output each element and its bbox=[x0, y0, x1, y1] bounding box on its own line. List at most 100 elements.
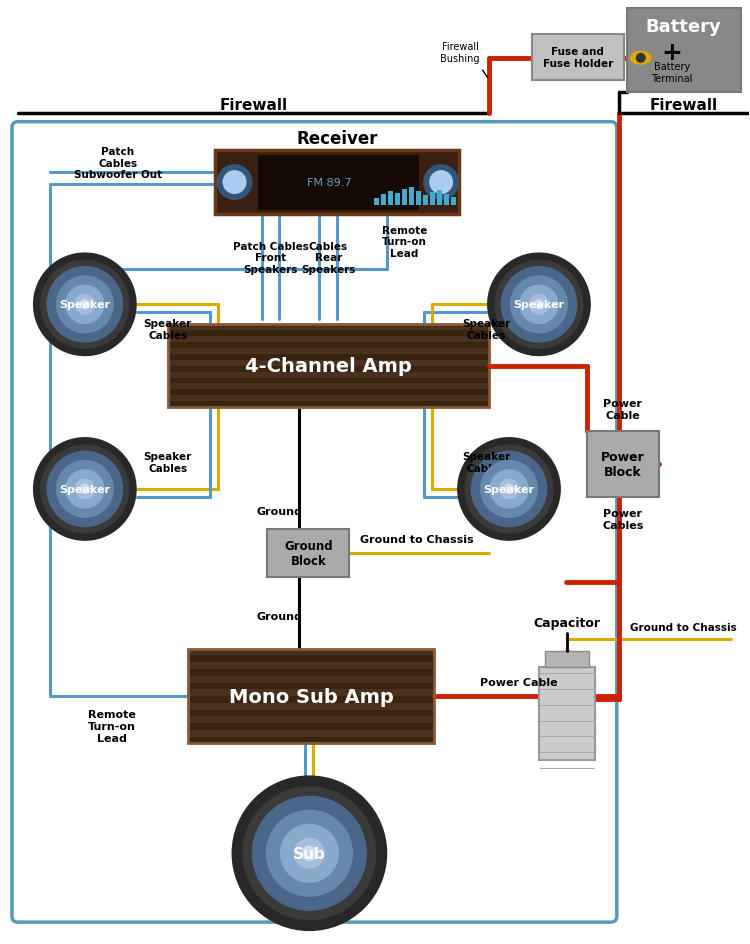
Text: FM 89.7: FM 89.7 bbox=[307, 177, 352, 188]
Text: Power Cable: Power Cable bbox=[480, 678, 558, 687]
Circle shape bbox=[504, 484, 515, 495]
Text: Battery: Battery bbox=[646, 18, 722, 36]
Bar bbox=[188, 710, 434, 716]
Circle shape bbox=[457, 438, 561, 541]
Bar bbox=[168, 343, 489, 348]
Circle shape bbox=[217, 165, 253, 201]
Bar bbox=[214, 150, 459, 215]
Bar bbox=[188, 737, 434, 744]
Circle shape bbox=[500, 266, 578, 344]
Text: Power
Cables: Power Cables bbox=[602, 509, 644, 531]
Bar bbox=[168, 390, 489, 396]
Text: Remote
Turn-on
Lead: Remote Turn-on Lead bbox=[382, 226, 427, 259]
Circle shape bbox=[494, 261, 584, 349]
Circle shape bbox=[242, 786, 376, 920]
Text: Firewall: Firewall bbox=[650, 98, 718, 113]
Bar bbox=[416, 192, 422, 205]
Circle shape bbox=[46, 266, 123, 344]
Circle shape bbox=[56, 276, 114, 334]
Bar bbox=[374, 198, 380, 205]
Bar bbox=[444, 194, 449, 205]
Bar bbox=[423, 195, 428, 205]
Text: Speaker
Cables: Speaker Cables bbox=[462, 452, 510, 473]
Circle shape bbox=[470, 451, 548, 528]
Bar bbox=[168, 402, 489, 408]
Text: Patch Cables
Front
Speakers: Patch Cables Front Speakers bbox=[232, 242, 308, 275]
Text: Cables
Rear
Speakers: Cables Rear Speakers bbox=[302, 242, 355, 275]
Circle shape bbox=[280, 824, 339, 883]
Text: 4-Channel Amp: 4-Channel Amp bbox=[245, 357, 412, 376]
Text: Speaker
Cables: Speaker Cables bbox=[462, 319, 510, 341]
Circle shape bbox=[252, 796, 367, 911]
Bar bbox=[586, 431, 658, 497]
Bar bbox=[452, 197, 456, 205]
Bar bbox=[168, 325, 489, 408]
Circle shape bbox=[65, 470, 104, 509]
Bar bbox=[410, 187, 414, 205]
Circle shape bbox=[302, 846, 317, 861]
Circle shape bbox=[519, 285, 559, 325]
Bar bbox=[168, 337, 489, 343]
Text: Speaker: Speaker bbox=[514, 300, 565, 310]
Circle shape bbox=[56, 461, 114, 518]
Bar bbox=[188, 649, 434, 656]
Bar bbox=[402, 190, 407, 205]
Text: Battery
Terminal: Battery Terminal bbox=[651, 62, 692, 83]
Bar bbox=[168, 330, 489, 337]
Circle shape bbox=[464, 445, 554, 534]
Text: Patch
Cables
Subwoofer Out: Patch Cables Subwoofer Out bbox=[74, 147, 162, 180]
Circle shape bbox=[232, 776, 387, 931]
Text: Ground
Block: Ground Block bbox=[284, 539, 333, 567]
Circle shape bbox=[65, 285, 104, 325]
Circle shape bbox=[480, 461, 538, 518]
Bar bbox=[188, 730, 434, 737]
Text: Firewall
Bushing: Firewall Bushing bbox=[440, 42, 479, 63]
Bar bbox=[437, 191, 442, 205]
Bar bbox=[532, 35, 624, 80]
Circle shape bbox=[499, 479, 520, 499]
Bar bbox=[188, 649, 434, 744]
Bar bbox=[168, 372, 489, 379]
Text: Mono Sub Amp: Mono Sub Amp bbox=[229, 687, 393, 706]
Ellipse shape bbox=[630, 52, 652, 66]
Circle shape bbox=[80, 484, 90, 495]
Text: Power
Block: Power Block bbox=[601, 450, 645, 479]
Circle shape bbox=[489, 470, 529, 509]
Bar bbox=[168, 361, 489, 366]
Bar bbox=[188, 676, 434, 683]
Bar bbox=[168, 396, 489, 402]
Bar bbox=[168, 348, 489, 355]
Text: Ground to Chassis: Ground to Chassis bbox=[630, 622, 737, 632]
Circle shape bbox=[423, 165, 459, 201]
Text: Speaker
Cables: Speaker Cables bbox=[143, 319, 192, 341]
Bar bbox=[188, 669, 434, 676]
Bar bbox=[188, 723, 434, 730]
Text: Speaker: Speaker bbox=[59, 300, 110, 310]
Bar bbox=[430, 193, 435, 205]
Bar bbox=[188, 656, 434, 663]
Bar bbox=[395, 194, 400, 205]
Bar bbox=[168, 355, 489, 361]
Circle shape bbox=[294, 838, 325, 868]
Bar bbox=[168, 384, 489, 390]
Bar bbox=[388, 192, 393, 205]
Bar bbox=[268, 530, 350, 577]
Text: Speaker: Speaker bbox=[59, 484, 110, 495]
Circle shape bbox=[33, 253, 136, 357]
Bar bbox=[259, 156, 419, 211]
Text: Receiver: Receiver bbox=[296, 129, 377, 147]
Circle shape bbox=[223, 171, 247, 194]
Bar bbox=[188, 689, 434, 697]
Circle shape bbox=[40, 445, 130, 534]
Circle shape bbox=[33, 438, 136, 541]
Text: Fuse and
Fuse Holder: Fuse and Fuse Holder bbox=[543, 47, 613, 69]
Bar bbox=[168, 379, 489, 384]
Circle shape bbox=[74, 295, 95, 315]
Circle shape bbox=[80, 300, 90, 311]
Bar bbox=[188, 716, 434, 723]
Text: Ground: Ground bbox=[256, 611, 302, 621]
Bar bbox=[168, 325, 489, 330]
Text: Speaker
Cables: Speaker Cables bbox=[143, 452, 192, 473]
Text: +: + bbox=[662, 41, 682, 65]
Text: Remote
Turn-on
Lead: Remote Turn-on Lead bbox=[88, 710, 136, 743]
